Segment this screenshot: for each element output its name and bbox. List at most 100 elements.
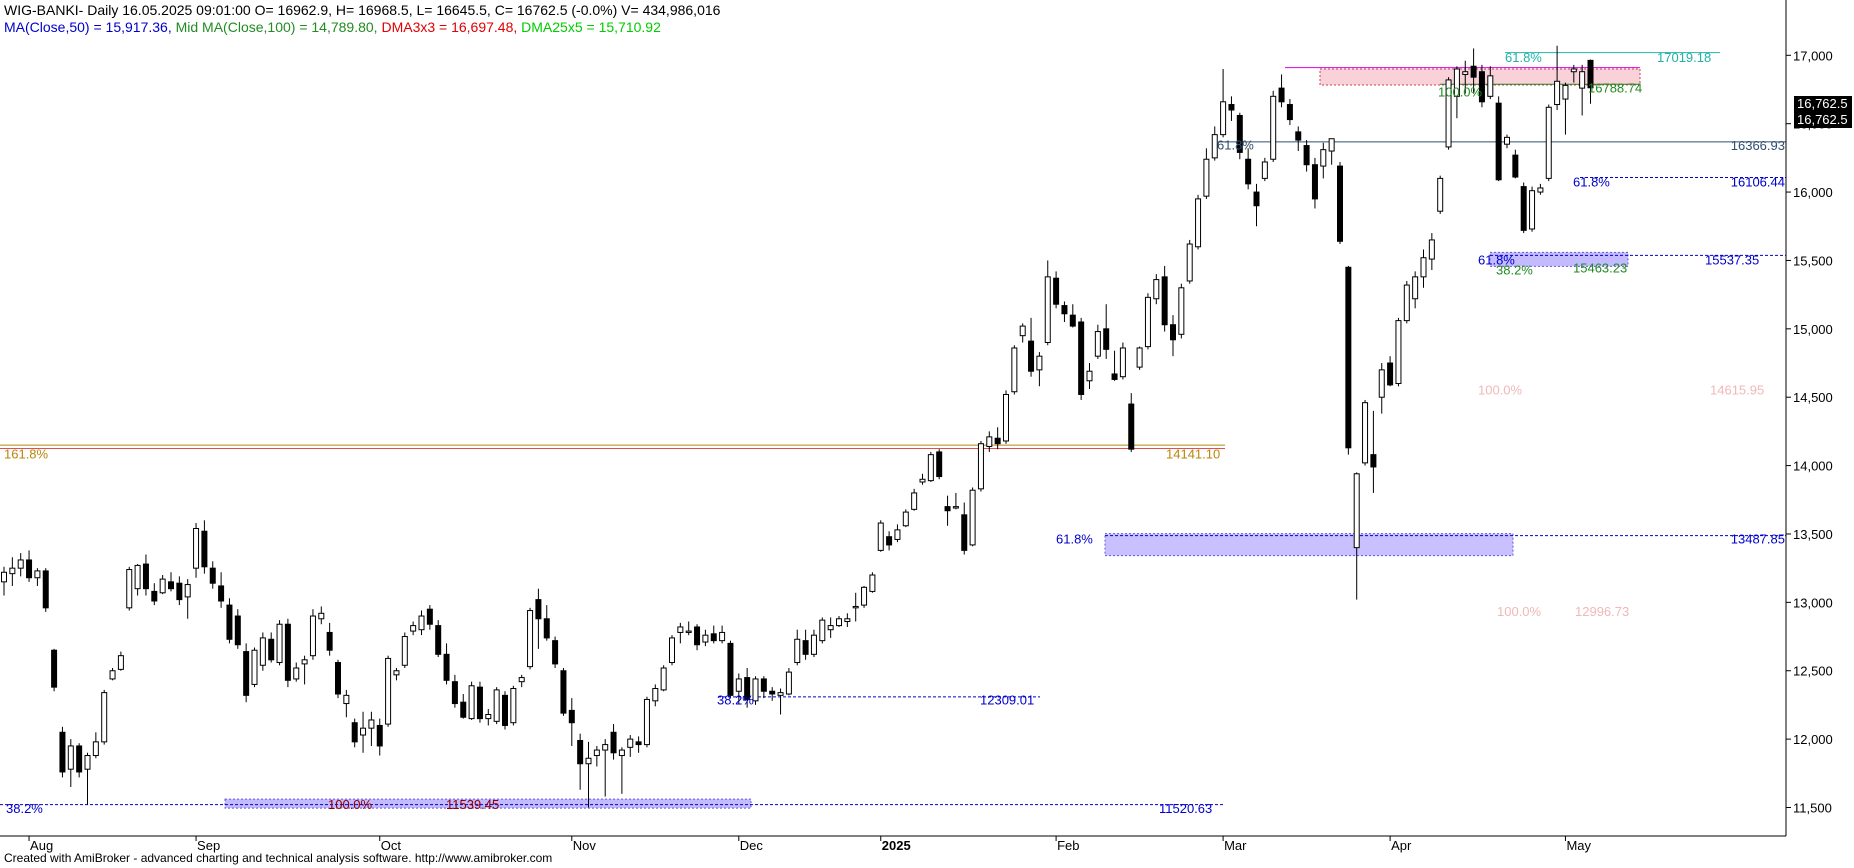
candle — [518, 674, 525, 688]
candle — [34, 568, 41, 586]
candle — [919, 473, 926, 485]
last-price-tag-2: 16,762.5 — [1794, 112, 1852, 128]
candle — [1003, 390, 1009, 444]
candle — [794, 629, 801, 666]
footer-credit: Created with AmiBroker - advanced charti… — [4, 851, 553, 865]
candle — [318, 606, 325, 625]
y-tick-label: 15,500 — [1793, 253, 1833, 268]
level-label: 38.2% — [6, 801, 43, 816]
chart-title-line: WIG-BANKI- Daily 16.05.2025 09:01:00 O= … — [4, 2, 721, 18]
candle — [785, 668, 792, 696]
candle — [401, 632, 408, 669]
candle — [1420, 249, 1427, 288]
candle — [1253, 183, 1260, 227]
candle — [343, 689, 350, 718]
candle — [894, 524, 901, 543]
candle — [1186, 239, 1193, 284]
candle — [810, 629, 817, 658]
level-value: 11539.45 — [446, 797, 499, 812]
candle — [710, 625, 717, 644]
candle — [635, 736, 642, 753]
y-tick-label: 15,000 — [1793, 322, 1833, 337]
candle — [168, 572, 174, 592]
candle — [1286, 99, 1293, 126]
candle — [1478, 64, 1485, 108]
candle — [1036, 352, 1043, 387]
candle — [301, 655, 308, 685]
candle — [309, 609, 316, 660]
candle — [276, 620, 283, 666]
level-label: 61.8% — [1056, 531, 1093, 546]
support-zone — [224, 798, 752, 809]
level-label: 61.8% — [1505, 50, 1542, 65]
candle — [268, 632, 275, 663]
candle — [51, 648, 58, 692]
candle — [719, 625, 726, 644]
candle — [1, 566, 7, 596]
x-tick-label: Feb — [1057, 838, 1079, 853]
x-tick-label: 2025 — [882, 838, 911, 853]
level-value: 16366.93 — [1731, 138, 1785, 153]
candle — [410, 621, 417, 636]
candle — [243, 643, 250, 703]
candle — [1353, 472, 1360, 600]
candle — [1362, 399, 1369, 466]
candle — [927, 451, 934, 483]
candle — [92, 732, 99, 759]
candle — [677, 622, 684, 644]
candle — [385, 655, 392, 727]
candle — [426, 605, 433, 630]
candle — [1261, 157, 1268, 182]
candle — [326, 622, 333, 656]
candle — [1512, 149, 1519, 179]
candle — [1128, 393, 1135, 452]
x-tick-label: Aug — [30, 838, 53, 853]
level-label: 100.0% — [328, 797, 373, 812]
candle — [752, 676, 759, 705]
candle — [727, 640, 734, 699]
candle — [1403, 280, 1410, 324]
candle — [134, 564, 141, 596]
candle — [902, 509, 909, 528]
y-tick-label: 13,500 — [1793, 527, 1833, 542]
x-tick-label: Mar — [1224, 838, 1247, 853]
candle — [568, 698, 575, 746]
candle — [1086, 363, 1093, 390]
candle — [209, 561, 216, 589]
candle — [9, 557, 16, 586]
candle — [1270, 90, 1277, 162]
candle — [936, 449, 943, 480]
level-label: 61.8% — [1573, 175, 1610, 190]
level-value: 11520.63 — [1159, 801, 1212, 816]
candle — [1303, 140, 1310, 172]
candle — [1562, 82, 1569, 135]
candle — [476, 681, 483, 723]
candle — [694, 624, 701, 651]
level-value: 15537.35 — [1705, 252, 1759, 267]
candle — [535, 588, 542, 649]
candle — [42, 568, 49, 612]
candle — [435, 620, 442, 658]
candle — [986, 431, 993, 452]
candle — [418, 610, 425, 636]
candle — [126, 566, 133, 611]
candle — [527, 607, 534, 670]
candle — [802, 629, 809, 660]
candle — [393, 668, 400, 681]
level-value: 15463.23 — [1573, 261, 1627, 276]
candle — [1378, 363, 1385, 414]
candle — [1111, 350, 1118, 381]
candle — [151, 583, 158, 606]
candle — [560, 668, 567, 716]
candle — [67, 739, 74, 787]
candle — [1370, 410, 1377, 493]
level-label: 61.8% — [1217, 138, 1254, 153]
candle — [451, 674, 458, 708]
candle — [685, 621, 692, 636]
candle — [952, 492, 959, 510]
x-tick-label: May — [1566, 838, 1591, 853]
candle — [176, 576, 183, 606]
candle — [844, 613, 851, 627]
candle — [1094, 324, 1101, 359]
